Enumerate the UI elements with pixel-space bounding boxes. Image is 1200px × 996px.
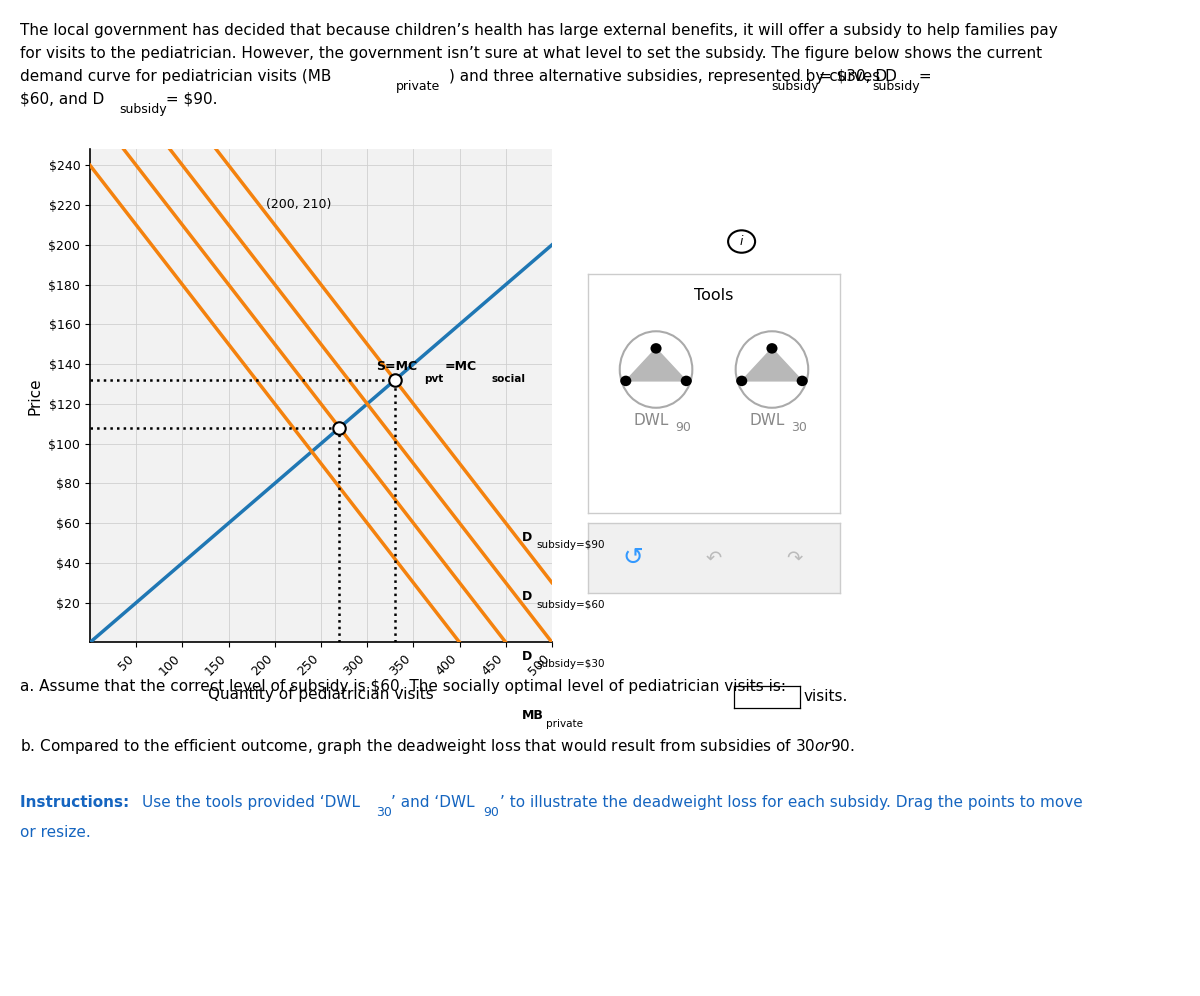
Text: pvt: pvt bbox=[425, 374, 444, 384]
Text: D: D bbox=[522, 649, 533, 662]
Text: = $90.: = $90. bbox=[161, 92, 217, 107]
Text: =: = bbox=[914, 69, 932, 84]
Text: ↷: ↷ bbox=[786, 548, 803, 568]
Polygon shape bbox=[626, 349, 686, 380]
Text: subsidy: subsidy bbox=[872, 80, 920, 93]
Text: visits.: visits. bbox=[804, 688, 848, 704]
Text: Tools: Tools bbox=[695, 288, 733, 303]
Text: ’ to illustrate the deadweight loss for each subsidy. Drag the points to move: ’ to illustrate the deadweight loss for … bbox=[500, 795, 1084, 810]
Text: The local government has decided that because children’s health has large extern: The local government has decided that be… bbox=[20, 23, 1058, 38]
Text: subsidy=$30: subsidy=$30 bbox=[536, 659, 605, 669]
Text: private: private bbox=[396, 80, 440, 93]
Text: (200, 210): (200, 210) bbox=[265, 198, 331, 211]
Text: ↺: ↺ bbox=[623, 546, 644, 570]
Ellipse shape bbox=[619, 332, 692, 407]
Text: D: D bbox=[522, 531, 533, 544]
Text: Instructions:: Instructions: bbox=[20, 795, 134, 810]
Text: DWL: DWL bbox=[634, 413, 668, 428]
Text: or resize.: or resize. bbox=[20, 825, 91, 840]
Circle shape bbox=[680, 375, 692, 386]
Circle shape bbox=[620, 375, 631, 386]
Text: D: D bbox=[522, 591, 533, 604]
Text: = $30, D: = $30, D bbox=[814, 69, 887, 84]
Text: for visits to the pediatrician. However, the government isn’t sure at what level: for visits to the pediatrician. However,… bbox=[20, 46, 1043, 61]
Text: b. Compared to the efficient outcome, graph the deadweight loss that would resul: b. Compared to the efficient outcome, gr… bbox=[20, 737, 856, 756]
Ellipse shape bbox=[736, 332, 809, 407]
X-axis label: Quantity of pediatrician visits: Quantity of pediatrician visits bbox=[208, 686, 434, 701]
Text: Use the tools provided ‘DWL: Use the tools provided ‘DWL bbox=[142, 795, 360, 810]
Text: 90: 90 bbox=[484, 806, 499, 819]
Text: ’ and ‘DWL: ’ and ‘DWL bbox=[391, 795, 475, 810]
Text: 30: 30 bbox=[791, 420, 806, 433]
Text: a. Assume that the correct level of subsidy is $60. The socially optimal level o: a. Assume that the correct level of subs… bbox=[20, 679, 786, 694]
Text: 90: 90 bbox=[674, 420, 691, 433]
Text: ↶: ↶ bbox=[706, 548, 722, 568]
Text: 30: 30 bbox=[376, 806, 391, 819]
Circle shape bbox=[767, 344, 778, 354]
Text: subsidy=$60: subsidy=$60 bbox=[536, 600, 605, 610]
Y-axis label: Price: Price bbox=[28, 377, 43, 414]
Text: subsidy: subsidy bbox=[772, 80, 820, 93]
Text: $60, and D: $60, and D bbox=[20, 92, 104, 107]
Text: demand curve for pediatrician visits (MB: demand curve for pediatrician visits (MB bbox=[20, 69, 331, 84]
Text: social: social bbox=[492, 374, 526, 384]
Text: S=MC: S=MC bbox=[377, 360, 418, 374]
Text: subsidy: subsidy bbox=[119, 103, 167, 116]
Text: private: private bbox=[546, 719, 583, 729]
Text: ) and three alternative subsidies, represented by curves D: ) and three alternative subsidies, repre… bbox=[449, 69, 896, 84]
Text: MB: MB bbox=[522, 709, 544, 722]
Circle shape bbox=[736, 375, 748, 386]
Text: =MC: =MC bbox=[445, 360, 476, 374]
Circle shape bbox=[650, 344, 661, 354]
Text: i: i bbox=[740, 235, 743, 248]
Text: subsidy=$90: subsidy=$90 bbox=[536, 540, 605, 550]
Circle shape bbox=[797, 375, 808, 386]
Text: DWL: DWL bbox=[749, 413, 785, 428]
Polygon shape bbox=[742, 349, 803, 380]
